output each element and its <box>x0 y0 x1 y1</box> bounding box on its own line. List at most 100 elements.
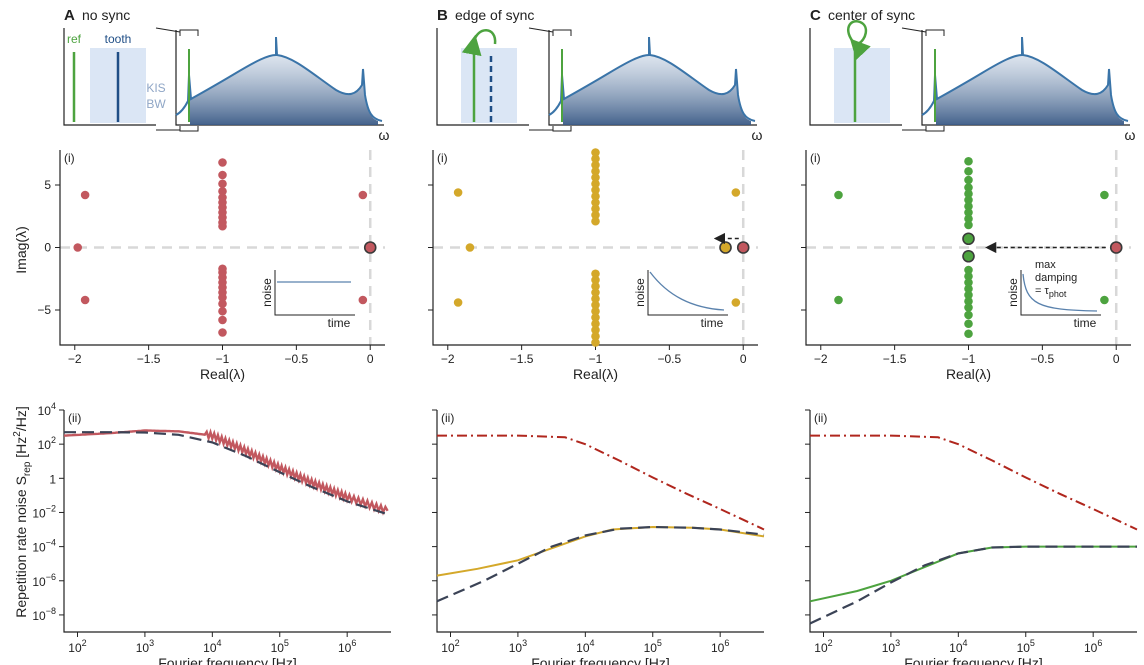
noise-xlabel: Fourier frequency [Hz] <box>158 655 297 665</box>
noise-plot-A: 102 103 104 105 106 104 102 1 10−2 10−4 10−6 10−8 Fo… <box>32 401 391 665</box>
zoom-bracket-top <box>552 29 572 36</box>
eigenvalue-point <box>731 188 741 197</box>
x-tick-label: 103 <box>882 638 900 655</box>
eigen-axes <box>805 150 1131 346</box>
eigen-plot-B: −2 −1.5 −1 −0.5 0 Real(λ) (i) time noise <box>428 148 758 382</box>
panel-letter-C: C <box>810 7 821 24</box>
x-tick-label: −1.5 <box>137 352 161 366</box>
eig-xlabel: Real(λ) <box>573 366 618 382</box>
inset-text-tau: = τphot <box>1035 285 1067 299</box>
x-tick-label: 104 <box>949 638 967 655</box>
eigenvalue-point <box>591 148 600 157</box>
noise-ylabel: Repetition rate noise Srep [Hz2/Hz] <box>12 406 33 617</box>
inset-axes <box>1020 270 1101 316</box>
eigenvalue-point <box>591 288 600 297</box>
x-tick-label: −1 <box>962 352 976 366</box>
noise-series-dashdot <box>437 434 765 531</box>
zoom-bracket-top <box>925 29 945 36</box>
noise-series-dashed <box>64 431 388 516</box>
eigenvalue-point <box>591 306 600 316</box>
x-tick-label: 103 <box>136 638 154 655</box>
eigenvalue-point <box>964 183 973 192</box>
eigenvalue-point <box>964 175 973 185</box>
x-tick-label: 104 <box>203 638 221 655</box>
zoom-bracket-top <box>179 29 199 36</box>
noise-plot-C: 102 103 104 105 106 Fourier frequency [Hz] (ii… <box>805 409 1138 665</box>
eigenvalue-point <box>964 214 973 224</box>
eigen-axes <box>59 150 385 346</box>
y-tick-label: 0 <box>44 241 51 255</box>
panel-title-C: center of sync <box>828 7 915 23</box>
eigenvalue-point <box>964 319 973 329</box>
noise-axes <box>63 410 391 633</box>
highlighted-eigenvalue <box>363 241 377 254</box>
zoom-line-top <box>528 27 554 33</box>
x-tick-label: 106 <box>711 638 729 655</box>
eig-xlabel: Real(λ) <box>946 366 991 382</box>
highlighted-eigenvalue <box>736 241 750 254</box>
x-tick-label: 105 <box>271 638 289 655</box>
y-tick-label: 102 <box>38 435 56 452</box>
panel-header-A: A no sync <box>64 7 130 24</box>
y-tick-label: 10−4 <box>32 538 56 555</box>
sub-label-ii: (ii) <box>814 411 827 425</box>
eigenvalue-point <box>591 179 600 189</box>
highlighted-eigenvalue <box>962 249 975 263</box>
eigenvalue-point <box>591 319 600 329</box>
eigenvalue-point <box>218 293 227 302</box>
inset-curve <box>1022 273 1098 312</box>
eigenvalue-point <box>591 210 600 220</box>
spectrum-fill <box>936 37 1124 125</box>
eigenvalue-point <box>731 298 741 307</box>
eigenvalue-point <box>453 298 463 307</box>
panel-title-A: no sync <box>82 7 130 23</box>
eigenvalue-point <box>964 208 973 217</box>
y-tick-label: 5 <box>44 178 51 192</box>
eigenvalue-point <box>73 243 83 252</box>
eigenvalue-point <box>218 186 227 196</box>
schematic-B: ω <box>436 27 763 143</box>
eigenvalue-point <box>834 190 843 200</box>
tooth-label: tooth <box>105 32 132 46</box>
sub-label-i: (i) <box>810 151 821 165</box>
inset-ylabel: noise <box>1006 278 1020 307</box>
inset-xlabel: time <box>1074 316 1097 330</box>
inset-axes <box>647 270 728 316</box>
schematic-axis <box>436 28 529 126</box>
schematic-axis <box>809 28 902 126</box>
ref-label: ref <box>67 32 82 46</box>
x-tick-label: 0 <box>740 352 747 366</box>
x-tick-label: −1 <box>589 352 603 366</box>
eigenvalue-point <box>453 188 463 197</box>
zoom-line-top <box>155 27 181 33</box>
highlighted-eigenvalue <box>1109 241 1123 254</box>
inset-xlabel: time <box>701 316 724 330</box>
eigenvalue-point <box>218 179 227 189</box>
schematic-C: ω <box>809 19 1136 143</box>
zoom-bracket-bottom <box>925 126 945 132</box>
eigenvalue-point <box>591 338 600 347</box>
eigenvalue-point <box>964 290 973 300</box>
highlighted-eigenvalue <box>962 232 975 246</box>
panel-letter-A: A <box>64 7 75 24</box>
zoom-bracket-bottom <box>552 126 572 132</box>
inset-axes <box>274 270 355 316</box>
panel-header-C: C center of sync <box>810 7 915 24</box>
eigenvalue-point <box>964 329 973 339</box>
x-tick-label: 102 <box>814 638 832 655</box>
x-tick-label: 106 <box>338 638 356 655</box>
inset-ylabel: noise <box>633 278 647 307</box>
eigenvalue-point <box>964 271 973 281</box>
noise-xlabel: Fourier frequency [Hz] <box>531 655 670 665</box>
eigenvalue-point <box>591 281 600 291</box>
omega-label: ω <box>1125 127 1136 143</box>
noise-xlabel: Fourier frequency [Hz] <box>904 655 1043 665</box>
sub-label-ii: (ii) <box>441 411 454 425</box>
eigenvalue-point <box>964 303 973 312</box>
eigenvalue-point <box>358 190 368 200</box>
eigenvalue-point <box>591 198 600 207</box>
x-tick-label: −1.5 <box>510 352 534 366</box>
eigen-axes <box>432 150 758 346</box>
eigenvalue-point <box>964 156 973 166</box>
